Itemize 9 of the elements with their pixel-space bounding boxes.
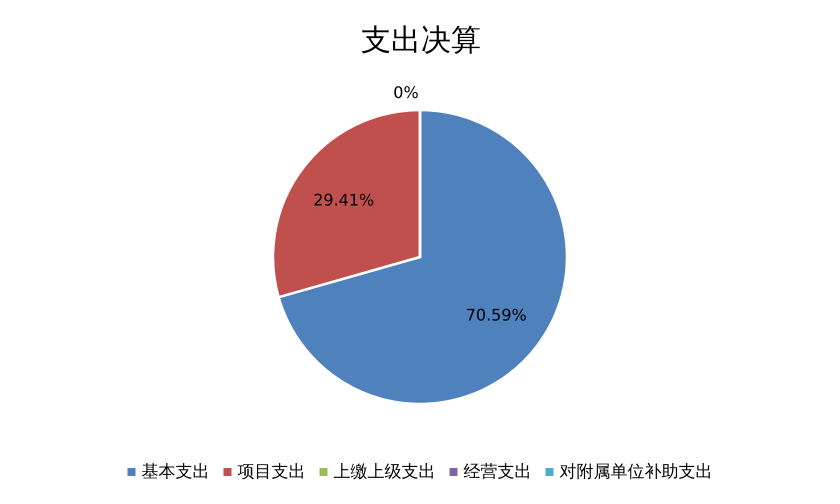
legend-label: 项目支出 [238,462,306,482]
legend-label: 基本支出 [142,462,210,482]
chart-title: 支出决算 [361,23,481,58]
legend-label: 经营支出 [464,462,532,482]
data-label: 29.41% [313,190,374,210]
legend-label: 上缴上级支出 [334,462,436,482]
data-label: 70.59% [466,306,527,325]
legend-label: 对附属单位补助支出 [560,462,712,482]
text: 0% [393,83,419,102]
